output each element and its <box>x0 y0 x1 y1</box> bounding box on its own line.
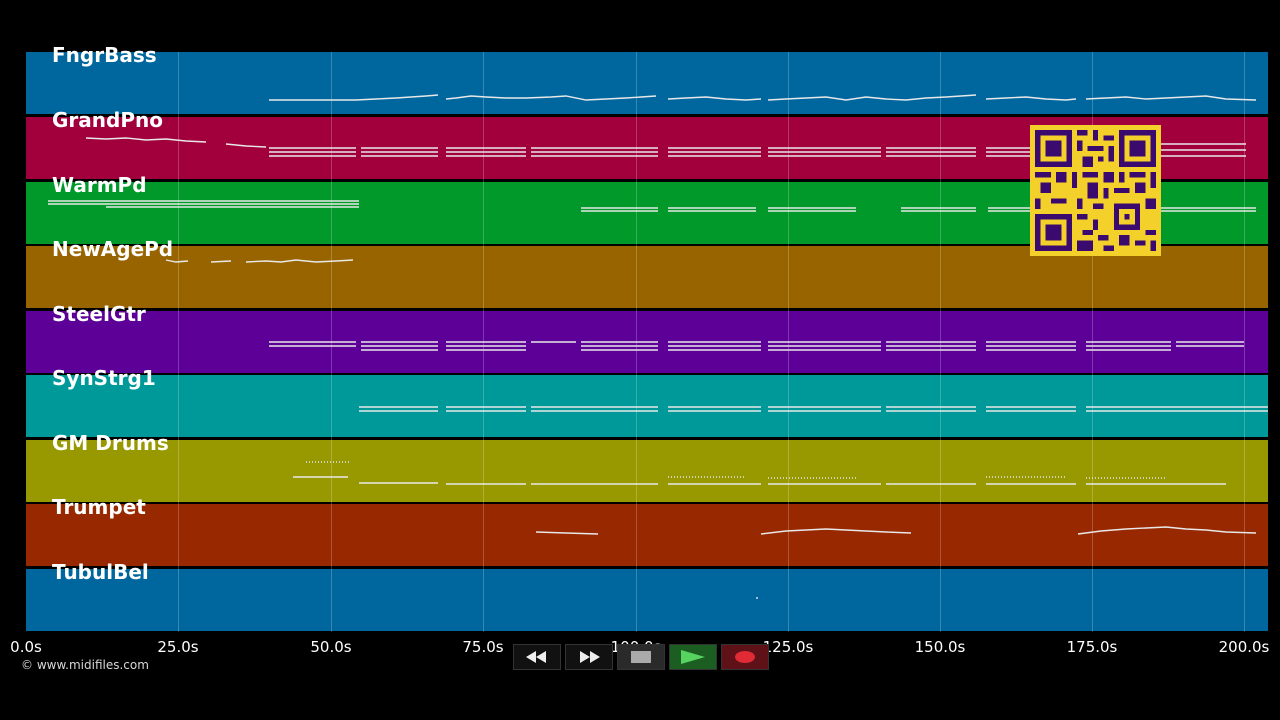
play-button[interactable] <box>669 644 717 670</box>
transport-controls <box>513 644 769 670</box>
stop-icon <box>631 651 651 663</box>
fast-forward-icon <box>580 651 600 663</box>
tick-label: 25.0s <box>157 638 199 656</box>
track-steelgtr: SteelGtr <box>26 302 1268 373</box>
track-label-trumpet: Trumpet <box>52 495 146 519</box>
rewind-button[interactable] <box>513 644 561 670</box>
play-icon <box>681 650 705 664</box>
track-tubulbel: TubulBel <box>26 560 1268 631</box>
piano-roll[interactable]: FngrBass GrandPno WarmPd NewAgePd SteelG… <box>26 43 1268 632</box>
track-trumpet: Trumpet <box>26 495 1268 566</box>
tick-label: 50.0s <box>310 638 352 656</box>
tick-label: 125.0s <box>762 638 814 656</box>
track-label-fngrbass: FngrBass <box>52 43 157 67</box>
track-label-steelgtr: SteelGtr <box>52 302 146 326</box>
track-label-warmpd: WarmPd <box>52 173 147 197</box>
track-synstrg1: SynStrg1 <box>26 366 1268 437</box>
track-label-gm-drums: GM Drums <box>52 431 169 455</box>
track-label-newagepd: NewAgePd <box>52 237 174 261</box>
track-gm-drums: GM Drums <box>26 431 1268 502</box>
track-label-synstrg1: SynStrg1 <box>52 366 156 390</box>
tick-label: 200.0s <box>1218 638 1270 656</box>
track-label-tubulbel: TubulBel <box>52 560 149 584</box>
record-button[interactable] <box>721 644 769 670</box>
copyright-text: © www.midifiles.com <box>21 658 149 672</box>
tick-label: 150.0s <box>914 638 966 656</box>
track-newagepd: NewAgePd <box>26 237 1268 308</box>
tick-label: 75.0s <box>462 638 504 656</box>
fast-forward-button[interactable] <box>565 644 613 670</box>
tick-label: 175.0s <box>1066 638 1118 656</box>
rewind-icon <box>526 651 546 663</box>
qr-code <box>1030 125 1161 256</box>
tick-label: 0.0s <box>10 638 42 656</box>
track-fngrbass: FngrBass <box>26 43 1268 114</box>
record-icon <box>735 651 755 663</box>
track-label-grandpno: GrandPno <box>52 108 163 132</box>
stop-button[interactable] <box>617 644 665 670</box>
